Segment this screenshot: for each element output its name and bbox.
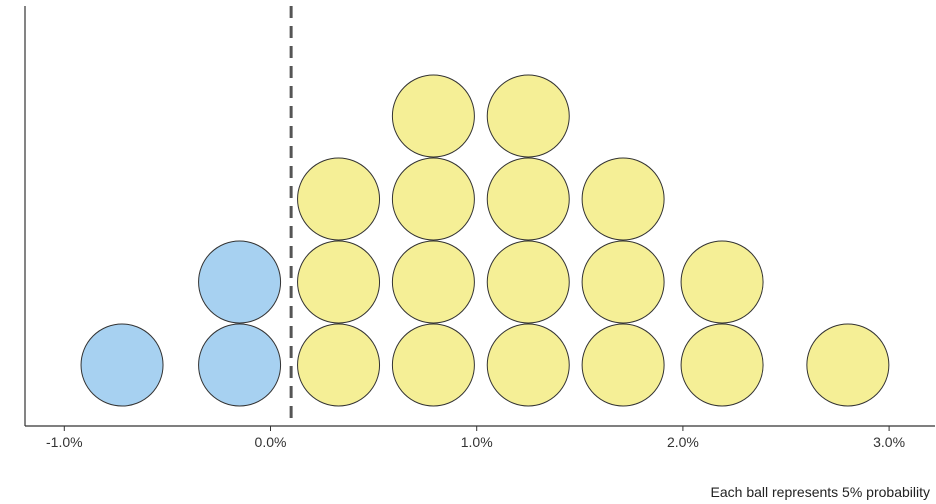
chart-caption: Each ball represents 5% probability — [710, 484, 930, 500]
x-tick-label-4: 2.0% — [667, 434, 699, 450]
ball-above-4 — [297, 323, 381, 407]
ball-above-19 — [680, 240, 764, 324]
ball-above-5 — [297, 240, 381, 324]
ball-above-6 — [297, 157, 381, 241]
ball-above-16 — [581, 240, 665, 324]
ball-above-12 — [486, 240, 570, 324]
ball-above-18 — [680, 323, 764, 407]
ball-above-20 — [806, 323, 890, 407]
x-tick-label-1: -1.0% — [46, 434, 83, 450]
x-tick-label-3: 1.0% — [461, 434, 493, 450]
ball-above-14 — [486, 74, 570, 158]
ball-above-8 — [391, 240, 475, 324]
ball-above-11 — [486, 323, 570, 407]
ball-above-7 — [391, 323, 475, 407]
ball-below-1 — [80, 323, 164, 407]
ball-above-15 — [581, 323, 665, 407]
x-tick-label-2: 0.0% — [255, 434, 287, 450]
ball-below-2 — [198, 323, 282, 407]
x-tick-label-5: 3.0% — [873, 434, 905, 450]
ball-below-3 — [198, 240, 282, 324]
ball-above-9 — [391, 157, 475, 241]
ball-above-10 — [391, 74, 475, 158]
ball-above-13 — [486, 157, 570, 241]
ball-above-17 — [581, 157, 665, 241]
